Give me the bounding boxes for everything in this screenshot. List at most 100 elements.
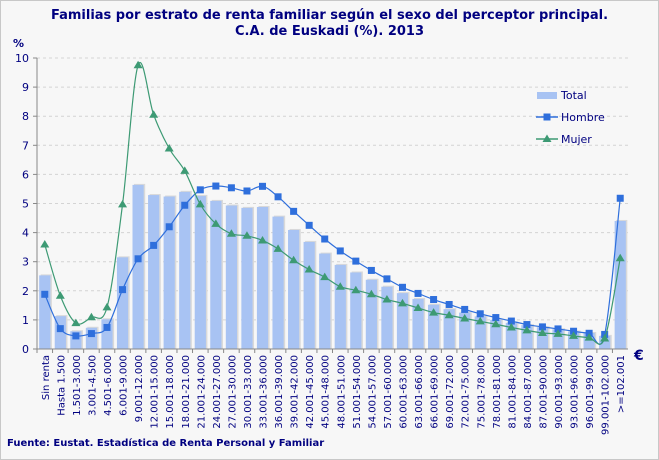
bar-total bbox=[272, 216, 284, 349]
x-tick-label: 87.001-90.000 bbox=[538, 355, 549, 429]
marker-mujer bbox=[180, 166, 190, 174]
marker-hombre bbox=[87, 330, 95, 338]
x-tick-label: 54.001-57.000 bbox=[367, 355, 378, 429]
bar-total bbox=[536, 327, 549, 349]
y-axis-label: % bbox=[13, 37, 24, 50]
marker-hombre bbox=[274, 193, 282, 201]
x-tick-label: 81.001-84.000 bbox=[507, 355, 518, 429]
bar-total bbox=[505, 322, 517, 349]
bar-total bbox=[567, 331, 580, 349]
legend-label-hombre: Hombre bbox=[561, 111, 605, 124]
bar-total bbox=[39, 275, 51, 349]
marker-mujer bbox=[226, 229, 236, 237]
bar-total bbox=[521, 325, 533, 349]
x-tick-label: 78.001-81.000 bbox=[492, 355, 503, 429]
marker-hombre bbox=[445, 300, 453, 308]
marker-mujer bbox=[460, 313, 470, 322]
marker-mujer bbox=[569, 331, 579, 339]
x-tick-label: 90.001-93.000 bbox=[554, 355, 565, 429]
bar-total bbox=[225, 205, 238, 349]
line-hombre bbox=[44, 185, 621, 345]
x-tick-label: 63.001-66.000 bbox=[414, 355, 425, 429]
marker-hombre bbox=[383, 275, 391, 283]
marker-hombre bbox=[305, 221, 313, 229]
marker-mujer bbox=[615, 253, 625, 262]
marker-mujer bbox=[320, 272, 330, 281]
marker-mujer bbox=[335, 282, 345, 290]
bar-total bbox=[459, 312, 471, 349]
marker-hombre bbox=[321, 235, 329, 243]
bar-total bbox=[334, 264, 346, 349]
marker-mujer bbox=[553, 329, 563, 337]
x-tick-label: 66.001-69.000 bbox=[430, 355, 441, 429]
marker-hombre bbox=[41, 290, 49, 298]
bar-total bbox=[583, 332, 595, 349]
x-tick-label: 30.001-33.000 bbox=[243, 355, 254, 429]
y-tick-label: 10 bbox=[15, 52, 29, 65]
marker-hombre bbox=[336, 247, 344, 255]
marker-mujer bbox=[304, 265, 314, 273]
marker-mujer bbox=[397, 298, 407, 307]
marker-mujer bbox=[491, 319, 501, 328]
marker-mujer bbox=[289, 255, 299, 264]
x-tick-label: 27.001-30.000 bbox=[227, 355, 238, 429]
x-tick-label: 72.001-75.000 bbox=[461, 355, 472, 429]
bar-total bbox=[179, 191, 191, 349]
legend-label-total: Total bbox=[560, 89, 587, 102]
bar-total bbox=[490, 319, 502, 349]
chart-title: Familias por estrato de renta familiar s… bbox=[50, 8, 609, 23]
y-tick-label: 3 bbox=[22, 256, 29, 269]
x-tick-label: 9.001-12.000 bbox=[134, 355, 145, 422]
x-tick-label: 60.001-63.000 bbox=[398, 355, 409, 429]
legend-swatch-total bbox=[537, 92, 557, 99]
marker-hombre bbox=[352, 257, 360, 265]
marker-hombre bbox=[476, 310, 484, 318]
marker-mujer bbox=[444, 310, 454, 319]
y-tick-label: 1 bbox=[22, 314, 29, 327]
marker-mujer bbox=[600, 334, 610, 342]
bar-total bbox=[552, 329, 564, 349]
bar-total bbox=[303, 241, 315, 349]
marker-hombre bbox=[554, 325, 562, 333]
marker-mujer bbox=[149, 110, 159, 118]
x-tick-label: 57.001-60.000 bbox=[383, 355, 394, 429]
x-tick-label: 42.001-45.000 bbox=[305, 355, 316, 429]
x-tick-label: 12.001-15.000 bbox=[150, 355, 161, 429]
marker-hombre bbox=[103, 323, 111, 331]
y-tick-label: 0 bbox=[22, 343, 29, 356]
marker-mujer bbox=[55, 291, 65, 299]
marker-mujer bbox=[366, 289, 376, 298]
marker-mujer bbox=[71, 318, 81, 327]
legend-label-mujer: Mujer bbox=[561, 133, 592, 146]
marker-hombre bbox=[414, 289, 422, 297]
marker-hombre bbox=[523, 321, 531, 329]
marker-hombre bbox=[165, 223, 173, 231]
marker-hombre bbox=[212, 182, 220, 190]
marker-hombre bbox=[570, 327, 578, 335]
marker-hombre bbox=[398, 283, 406, 291]
marker-hombre bbox=[259, 182, 267, 190]
marker-hombre bbox=[119, 286, 127, 294]
bar-total bbox=[381, 286, 393, 349]
bar-total bbox=[241, 207, 253, 349]
bar-total bbox=[116, 257, 129, 349]
y-tick-label: 8 bbox=[22, 110, 29, 123]
marker-hombre bbox=[196, 186, 204, 194]
marker-mujer bbox=[584, 333, 594, 341]
y-tick-label: 4 bbox=[22, 227, 29, 240]
bar-total bbox=[288, 229, 300, 349]
marker-hombre bbox=[72, 332, 80, 340]
marker-mujer bbox=[164, 144, 174, 152]
marker-mujer bbox=[537, 328, 547, 336]
marker-mujer bbox=[506, 322, 516, 331]
marker-mujer bbox=[242, 231, 252, 239]
marker-hombre bbox=[290, 207, 298, 215]
y-tick-label: 2 bbox=[22, 285, 29, 298]
marker-hombre bbox=[492, 314, 500, 322]
y-tick-label: 5 bbox=[22, 198, 29, 211]
marker-mujer bbox=[86, 312, 96, 321]
x-tick-label: 6.001-9.000 bbox=[119, 355, 130, 416]
marker-mujer bbox=[258, 235, 268, 244]
bar-total bbox=[256, 206, 269, 349]
x-tick-label: Sin renta bbox=[41, 355, 52, 400]
